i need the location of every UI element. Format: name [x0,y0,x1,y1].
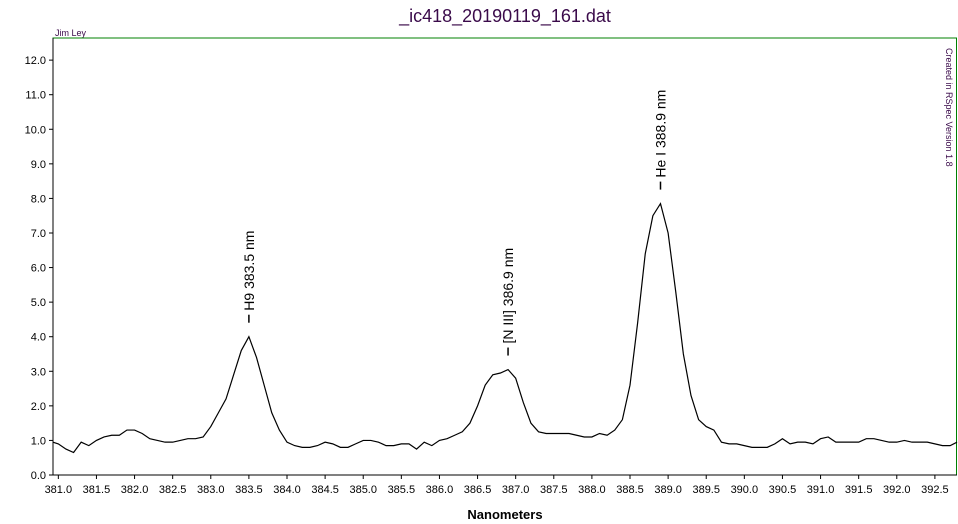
y-tick-label: 3.0 [31,366,46,378]
y-tick-label: 5.0 [31,297,46,309]
x-tick-label: 384.5 [311,484,339,496]
y-tick-label: 9.0 [31,159,46,171]
x-tick-label: 390.5 [769,484,797,496]
y-tick-label: 6.0 [31,263,46,275]
annotation-label: [N III] 386.9 nm [500,248,516,344]
y-tick-label: 0.0 [31,470,46,482]
x-tick-label: 386.0 [426,484,454,496]
x-tick-label: 388.0 [578,484,606,496]
credit-label: Created in RSpec Version 1.8 [944,48,954,167]
x-tick-label: 387.0 [502,484,530,496]
x-tick-label: 389.5 [692,484,720,496]
x-tick-label: 387.5 [540,484,568,496]
annotation-label: H9 383.5 nm [241,231,257,311]
x-tick-label: 388.5 [616,484,644,496]
x-tick-label: 390.0 [731,484,759,496]
x-tick-label: 382.0 [121,484,149,496]
y-tick-label: 8.0 [31,193,46,205]
x-tick-label: 382.5 [159,484,187,496]
y-tick-label: 7.0 [31,228,46,240]
spectrum-line [52,202,958,454]
x-tick-label: 383.5 [235,484,263,496]
y-tick-label: 11.0 [25,90,46,102]
author-label: Jim Ley [55,28,87,38]
y-tick-label: 2.0 [31,401,46,413]
chart-title: _ic418_20190119_161.dat [398,6,611,27]
x-tick-label: 385.5 [388,484,416,496]
annotation-label: He I 388.9 nm [652,90,668,178]
y-tick-label: 10.0 [25,124,46,136]
x-tick-label: 383.0 [197,484,225,496]
x-tick-label: 392.5 [921,484,949,496]
y-tick-label: 4.0 [31,332,46,344]
x-tick-label: 392.0 [883,484,911,496]
x-tick-label: 381.5 [83,484,111,496]
x-tick-label: 391.0 [807,484,835,496]
x-axis-label: Nanometers [467,507,542,522]
x-tick-label: 386.5 [464,484,492,496]
x-tick-label: 384.0 [273,484,301,496]
x-tick-label: 391.5 [845,484,873,496]
x-tick-label: 385.0 [349,484,377,496]
y-tick-label: 12.0 [25,55,46,67]
x-tick-label: 389.0 [654,484,682,496]
y-tick-label: 1.0 [31,435,46,447]
x-tick-label: 381.0 [45,484,73,496]
